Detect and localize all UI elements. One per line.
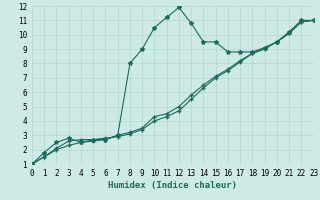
X-axis label: Humidex (Indice chaleur): Humidex (Indice chaleur) <box>108 181 237 190</box>
